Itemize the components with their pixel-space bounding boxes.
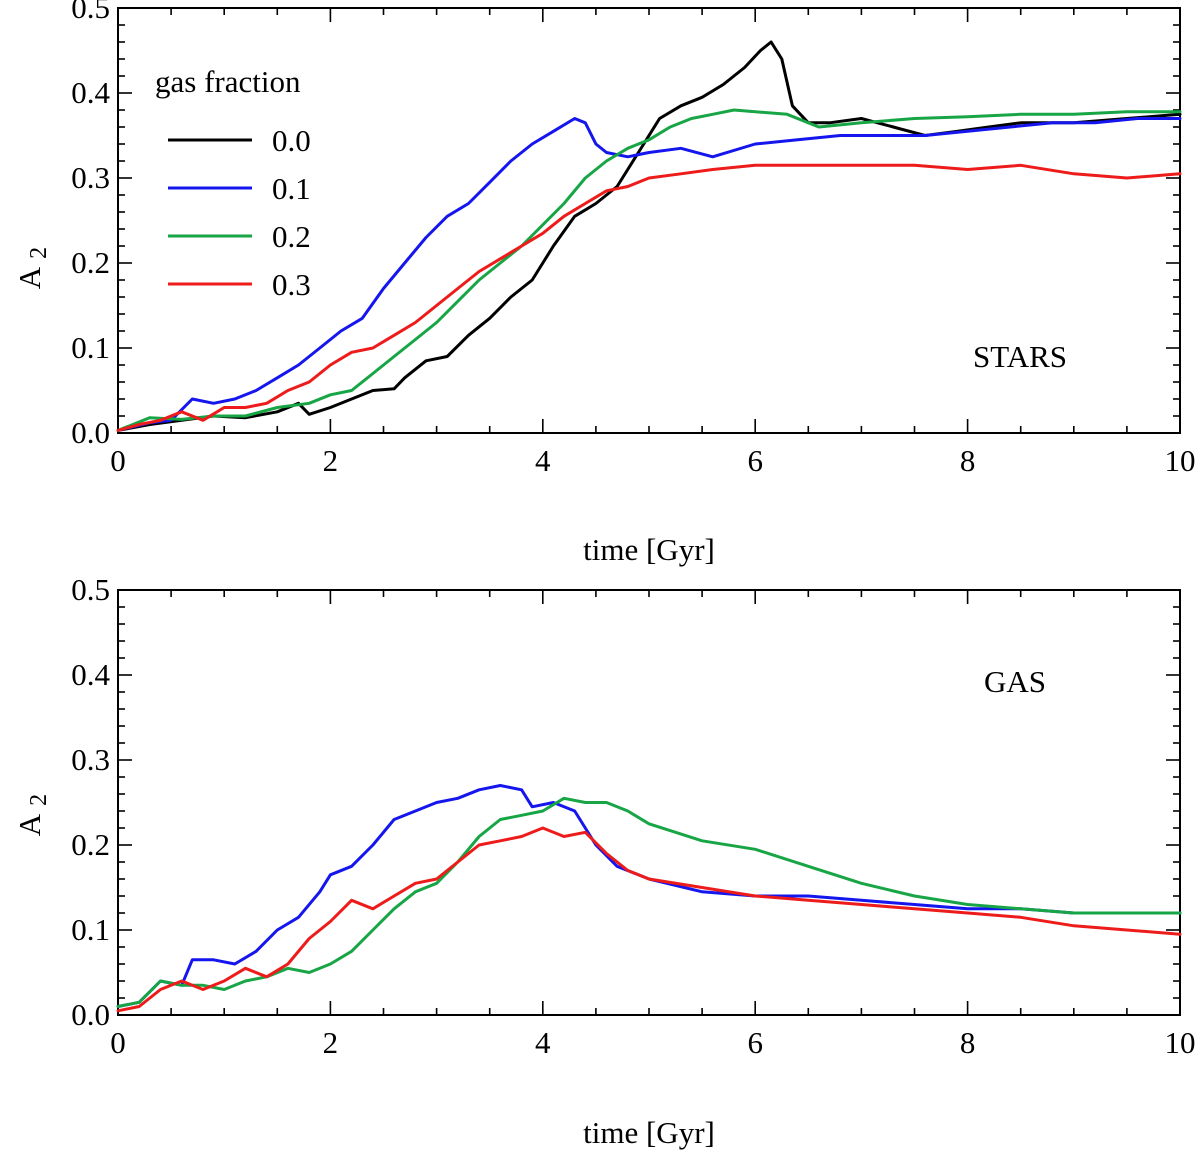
stars-tick-marks	[117, 7, 1181, 434]
y-tick-label: 0.5	[71, 0, 110, 25]
x-tick-label: 6	[747, 1025, 763, 1060]
y-tick-label: 0.2	[71, 827, 110, 862]
y-tick-label: 0.1	[71, 330, 110, 365]
stars-series-line-gf-0-2	[116, 108, 1182, 432]
x-tick-label: 0	[110, 443, 126, 478]
stars-series-line-gf-0-0	[116, 40, 1182, 432]
gas-panel: 0 2 4 6 8 10 0.00.10.20.30.40.5 time [Gyr] A2…	[12, 572, 1196, 1150]
stars-x-axis-title: time [Gyr]	[583, 532, 715, 567]
y-tick-label: 0.0	[71, 997, 110, 1032]
gas-tick-marks	[117, 589, 1181, 1016]
legend-title: gas fraction	[155, 64, 301, 99]
y-tick-label: 0.0	[71, 415, 110, 450]
legend: gas fraction 0.0 0.1 0.2 0.3	[155, 64, 311, 302]
stars-y-axis-title-main: A	[12, 266, 47, 289]
legend-entries: 0.0 0.1 0.2 0.3	[168, 123, 311, 302]
x-tick-label: 8	[960, 1025, 976, 1060]
x-tick-label: 2	[323, 1025, 339, 1060]
gas-y-axis-title-main: A	[12, 813, 47, 836]
legend-label: 0.3	[272, 267, 311, 302]
x-tick-label: 0	[110, 1025, 126, 1060]
stars-panel: 0 2 4 6 8 10 0.00.10.20.30.40.5 time [Gyr] A2…	[12, 0, 1196, 567]
gas-x-tick-labels: 0 2 4 6 8 10	[110, 1025, 1195, 1060]
gas-series-group	[116, 784, 1182, 1013]
stars-series-line-gf-0-1	[116, 117, 1182, 432]
legend-label: 0.1	[272, 171, 311, 206]
x-tick-label: 8	[960, 443, 976, 478]
stars-panel-label: STARS	[973, 339, 1067, 374]
legend-label: 0.2	[272, 219, 311, 254]
y-tick-label: 0.1	[71, 912, 110, 947]
gas-series-line-gf-0-3	[116, 826, 1182, 1013]
x-tick-label: 6	[747, 443, 763, 478]
stars-y-axis-title: A2	[12, 247, 52, 289]
stars-series-group	[116, 40, 1182, 432]
stars-x-tick-labels: 0 2 4 6 8 10	[110, 443, 1195, 478]
x-tick-label: 4	[535, 1025, 551, 1060]
stars-y-axis-title-sub: 2	[26, 247, 52, 259]
y-tick-label: 0.4	[71, 657, 110, 692]
gas-y-tick-labels: 0.0 0.1 0.2 0.3 0.4 0.5	[71, 572, 110, 1032]
legend-label: 0.0	[272, 123, 311, 158]
x-tick-label: 10	[1165, 1025, 1196, 1060]
y-tick-label: 0.3	[71, 160, 110, 195]
y-tick-label: 0.2	[71, 245, 110, 280]
x-tick-label: 4	[535, 443, 551, 478]
gas-panel-label: GAS	[984, 664, 1046, 699]
y-tick-label: 0.3	[71, 742, 110, 777]
y-tick-label: 0.4	[71, 75, 110, 110]
x-tick-label: 2	[323, 443, 339, 478]
stars-y-tick-labels: 0.0 0.1 0.2 0.3 0.4 0.5	[71, 0, 110, 450]
gas-series-line-gf-0-2	[116, 796, 1182, 1008]
gas-y-axis-title-sub: 2	[26, 794, 52, 806]
gas-plot-frame	[117, 589, 1181, 1016]
gas-y-axis-title: A2	[12, 794, 52, 836]
y-tick-label: 0.5	[71, 572, 110, 607]
x-tick-label: 10	[1165, 443, 1196, 478]
gas-x-axis-title: time [Gyr]	[583, 1115, 715, 1150]
stars-series-line-gf-0-3	[116, 163, 1182, 432]
gas-series-line-gf-0-1	[116, 784, 1182, 1008]
